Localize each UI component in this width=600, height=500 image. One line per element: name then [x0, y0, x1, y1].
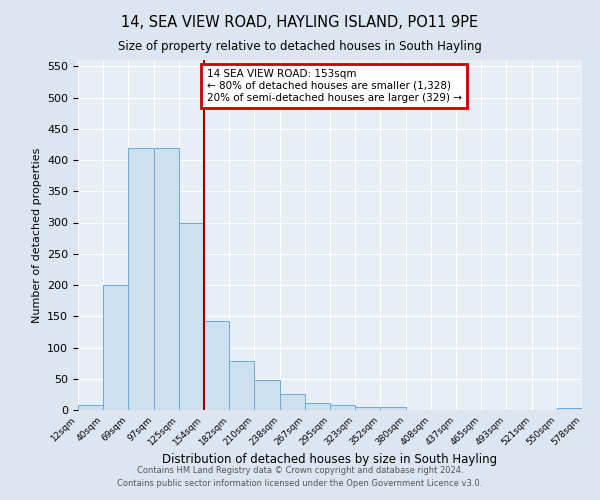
X-axis label: Distribution of detached houses by size in South Hayling: Distribution of detached houses by size …	[163, 452, 497, 466]
Bar	[229, 361, 254, 410]
Bar	[179, 222, 204, 410]
Bar	[330, 405, 355, 410]
Bar	[128, 148, 154, 410]
Bar	[280, 394, 305, 410]
Text: 14 SEA VIEW ROAD: 153sqm
← 80% of detached houses are smaller (1,328)
20% of sem: 14 SEA VIEW ROAD: 153sqm ← 80% of detach…	[206, 70, 461, 102]
Y-axis label: Number of detached properties: Number of detached properties	[32, 148, 41, 322]
Text: Size of property relative to detached houses in South Hayling: Size of property relative to detached ho…	[118, 40, 482, 53]
Text: Contains HM Land Registry data © Crown copyright and database right 2024.
Contai: Contains HM Land Registry data © Crown c…	[118, 466, 482, 487]
Text: 14, SEA VIEW ROAD, HAYLING ISLAND, PO11 9PE: 14, SEA VIEW ROAD, HAYLING ISLAND, PO11 …	[121, 15, 479, 30]
Bar	[380, 407, 406, 410]
Bar	[355, 407, 380, 410]
Bar	[254, 380, 280, 410]
Bar	[154, 148, 179, 410]
Bar	[204, 320, 229, 410]
Bar	[305, 402, 330, 410]
Bar	[78, 405, 103, 410]
Bar	[103, 285, 128, 410]
Bar	[557, 408, 582, 410]
